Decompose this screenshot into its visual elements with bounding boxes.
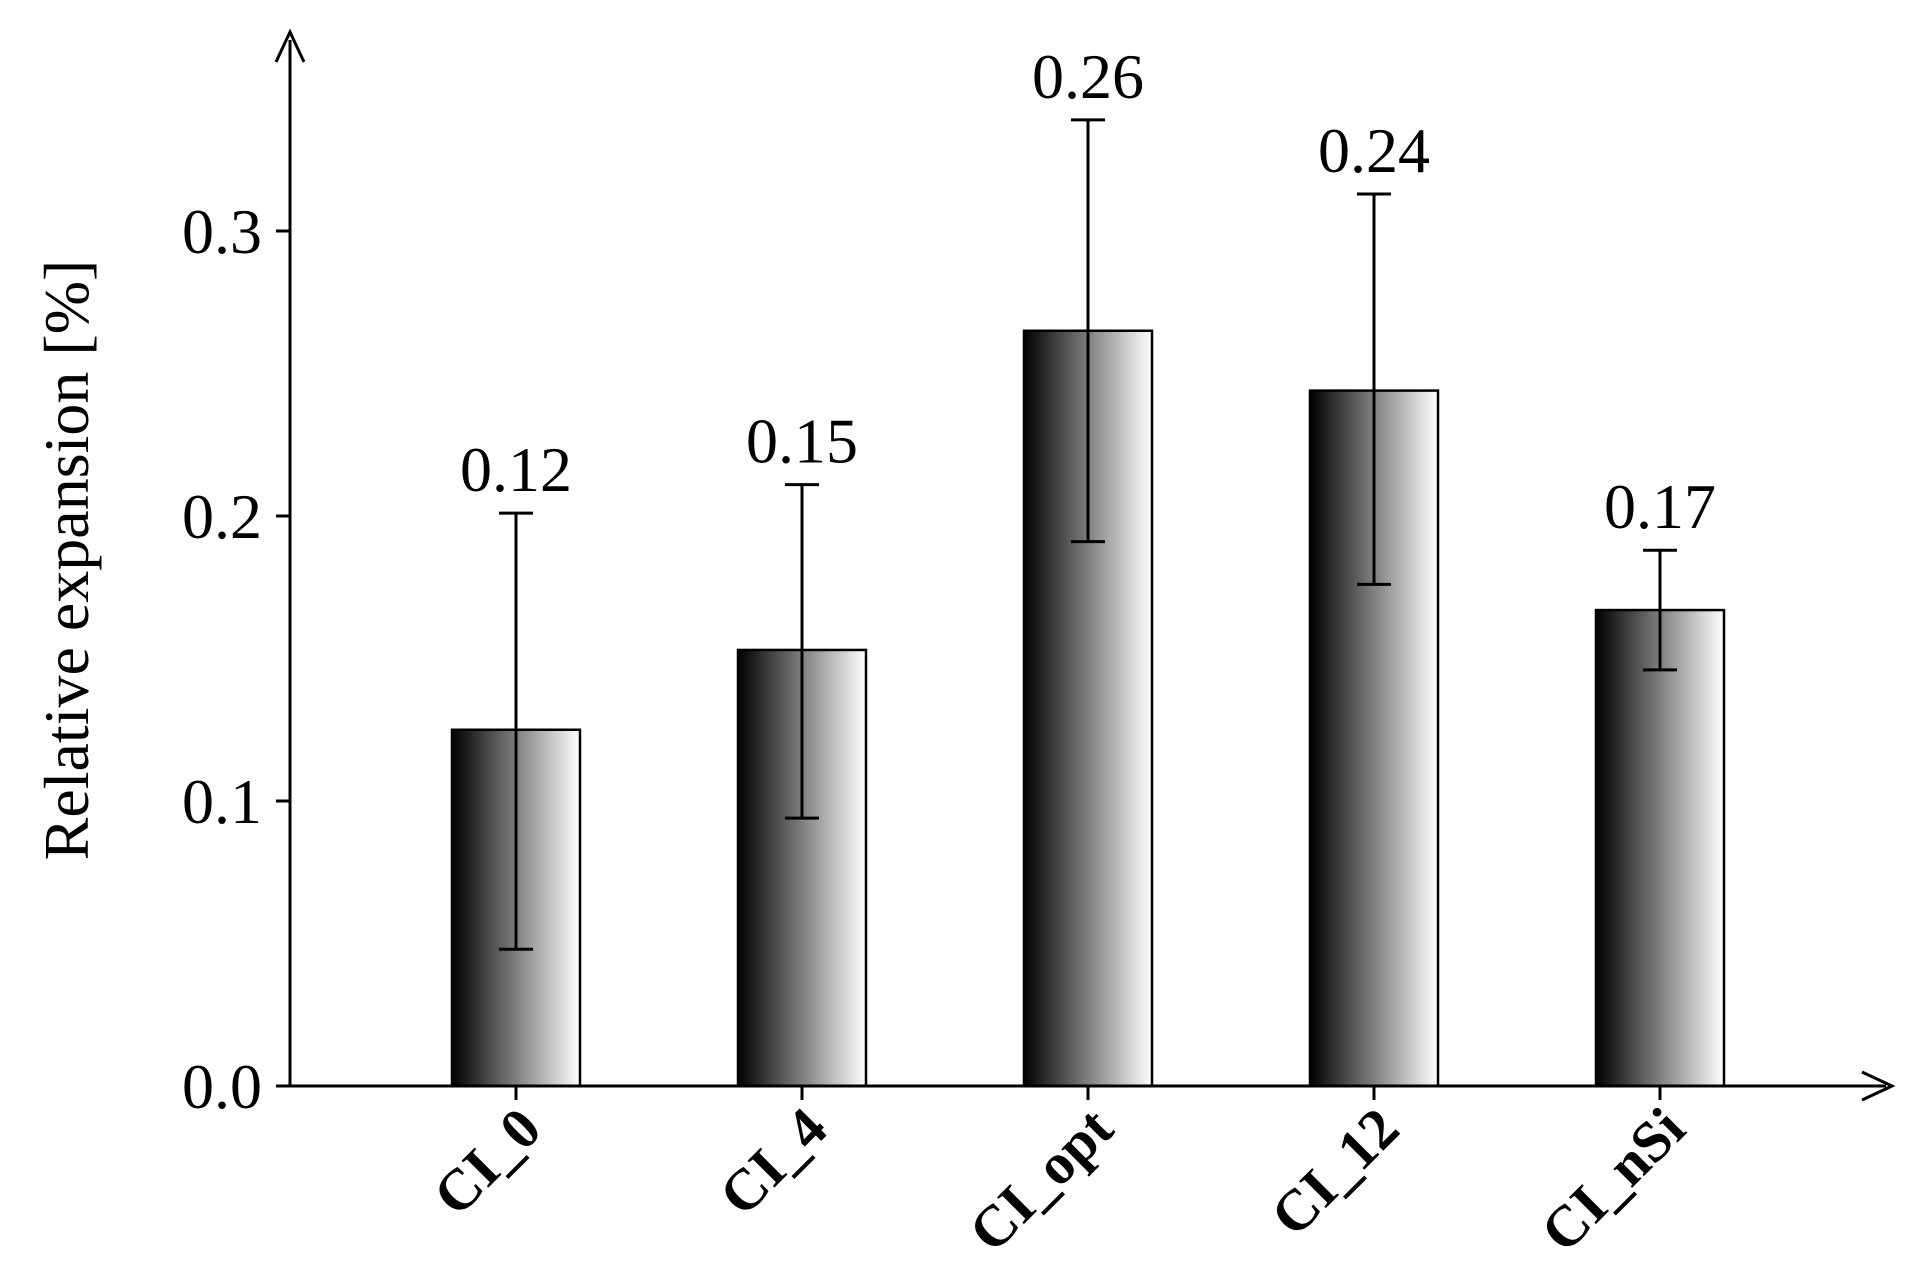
y-tick-label: 0.0: [182, 1051, 262, 1122]
error-bars-layer: [499, 118, 1677, 951]
data-label: 0.17: [1604, 471, 1716, 542]
data-label: 0.15: [746, 406, 858, 477]
y-axis-title: Relative expansion [%]: [31, 260, 102, 861]
data-label: 0.26: [1032, 41, 1144, 112]
x-axis-arrow-icon: [1861, 1070, 1896, 1102]
x-tick-label: CI_4: [707, 1095, 840, 1228]
x-tick-label: CI_nSi: [1528, 1095, 1697, 1264]
x-ticks-layer: CI_0 CI_4 CI_opt CI_12 CI_nSi: [421, 1086, 1697, 1265]
y-axis-arrow-icon: [274, 28, 306, 63]
data-label: 0.12: [460, 434, 572, 505]
x-tick-label: CI_opt: [956, 1095, 1126, 1265]
data-label: 0.24: [1318, 115, 1430, 186]
y-ticks-layer: 0.0 0.1 0.2 0.3: [182, 196, 290, 1122]
bar: [1594, 608, 1726, 1088]
y-tick-label: 0.1: [182, 766, 262, 837]
y-tick-label: 0.3: [182, 196, 262, 267]
value-labels-layer: 0.12 0.15 0.26 0.24 0.17: [460, 41, 1716, 542]
x-tick-label: CI_12: [1258, 1095, 1411, 1248]
x-tick-label: CI_0: [421, 1095, 554, 1228]
y-tick-label: 0.2: [182, 481, 262, 552]
